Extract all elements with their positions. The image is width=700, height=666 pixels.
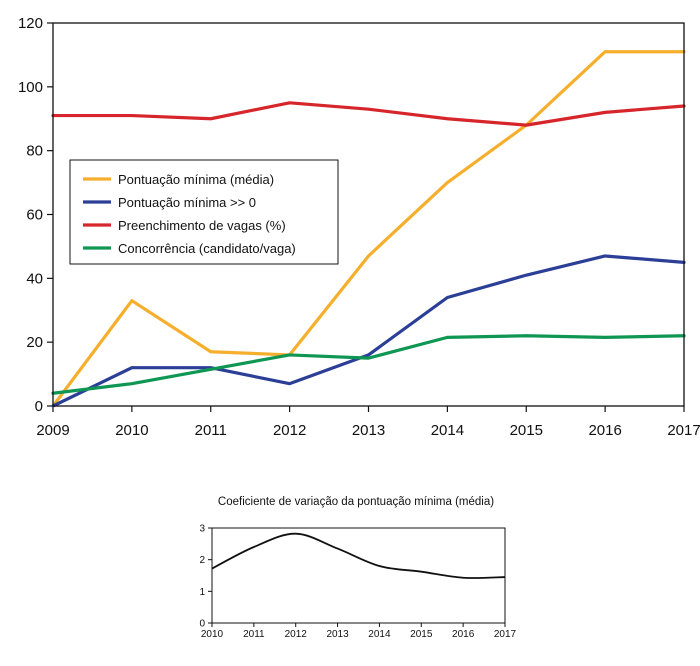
main-x-axis-ticks: 2009 2010 2011 2012 2013 2014 2015 2016 2017 — [36, 406, 700, 439]
x-tick-label: 2017 — [494, 629, 517, 640]
series-line-2 — [51, 254, 686, 408]
x-tick-label: 2014 — [431, 422, 464, 439]
inset-series-lines — [211, 532, 506, 579]
x-tick-label: 2009 — [36, 422, 69, 439]
y-tick-label: 60 — [26, 207, 43, 224]
x-tick-label: 2012 — [285, 629, 308, 640]
legend-label: Pontuação mínima >> 0 — [118, 195, 256, 210]
y-tick-label: 120 — [18, 15, 43, 32]
inset-y-axis-ticks: 0 1 2 3 — [199, 524, 212, 630]
legend-label: Concorrência (candidato/vaga) — [118, 241, 296, 256]
legend-box — [69, 159, 339, 265]
x-tick-label: 2011 — [243, 629, 265, 640]
y-tick-label: 100 — [18, 79, 43, 96]
y-tick-label: 1 — [199, 587, 205, 598]
x-tick-label: 2015 — [510, 422, 543, 439]
main-y-axis-ticks: 0 20 40 60 80 100 120 — [18, 15, 53, 415]
main-line-chart: 0 20 40 60 80 100 120 2009 2010 2011 2012 2013 2014… — [18, 15, 700, 439]
x-tick-label: 2010 — [201, 629, 224, 640]
y-tick-label: 0 — [199, 619, 205, 630]
y-tick-label: 40 — [26, 270, 43, 287]
x-tick-label: 2013 — [326, 629, 349, 640]
y-tick-label: 80 — [26, 143, 43, 160]
y-tick-label: 20 — [26, 334, 43, 351]
y-tick-label: 3 — [199, 524, 205, 535]
x-tick-label: 2011 — [195, 422, 227, 439]
x-tick-label: 2014 — [368, 629, 391, 640]
x-tick-label: 2015 — [410, 629, 433, 640]
x-tick-label: 2016 — [452, 629, 475, 640]
x-tick-label: 2016 — [588, 422, 621, 439]
series-line-3 — [51, 101, 686, 127]
main-legend: Pontuação mínima (média) Pontuação mínima… — [69, 159, 339, 265]
legend-label: Preenchimento de vagas (%) — [118, 218, 286, 233]
inset-plot-frame — [211, 527, 506, 624]
main-series-lines — [51, 50, 686, 408]
x-tick-label: 2013 — [352, 422, 385, 439]
series-line-1 — [51, 50, 686, 408]
legend-label: Pontuação mínima (média) — [118, 172, 274, 187]
inset-line-chart: Coeficiente de variação da pontuação mín… — [199, 496, 516, 640]
inset-title: Coeficiente de variação da pontuação mín… — [218, 496, 494, 508]
x-tick-label: 2017 — [667, 422, 700, 439]
series-line-4 — [51, 334, 686, 395]
x-tick-label: 2012 — [273, 422, 306, 439]
y-tick-label: 2 — [199, 555, 205, 566]
x-tick-label: 2010 — [115, 422, 148, 439]
inset-series-line-1 — [211, 532, 506, 579]
y-tick-label: 0 — [35, 398, 43, 415]
main-plot-frame — [52, 22, 685, 407]
inset-x-axis-ticks: 2010 2011 2012 2013 2014 2015 2016 2017 — [201, 623, 517, 640]
